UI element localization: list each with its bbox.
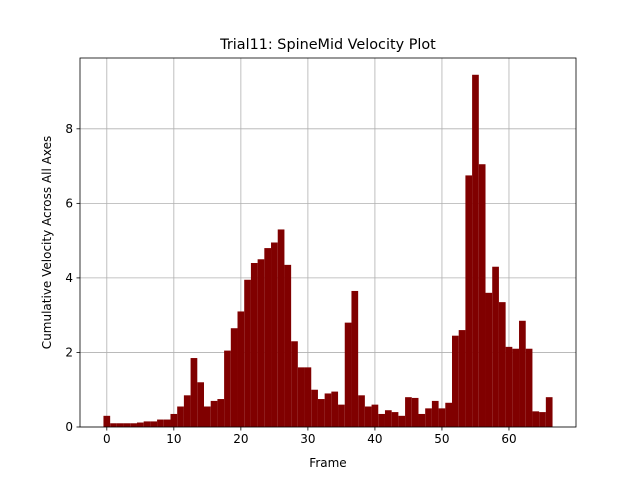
bar-frame-31: [311, 389, 318, 427]
x-tick-label: 20: [233, 432, 248, 446]
bar-frame-32: [317, 399, 325, 427]
bar-frame-29: [297, 367, 305, 427]
bar-frame-55: [472, 74, 479, 427]
bar-frame-11: [177, 406, 184, 427]
bar-frame-20: [237, 311, 245, 427]
bar-frame-47: [418, 413, 426, 427]
y-tick-label: 6: [65, 196, 73, 210]
bar-frame-60: [505, 346, 513, 427]
y-tick-label: 2: [65, 345, 73, 359]
bar-frame-57: [485, 292, 493, 427]
bar-frame-59: [498, 302, 506, 427]
bar-frame-41: [378, 413, 385, 427]
bar-frame-44: [398, 415, 406, 427]
bar-frame-62: [519, 320, 526, 427]
bar-frame-1: [110, 423, 117, 427]
bar-frame-10: [170, 413, 178, 427]
bar-frame-65: [539, 412, 546, 427]
x-axis-label: Frame: [309, 456, 346, 470]
x-tick-label: 0: [103, 432, 111, 446]
bar-frame-4: [130, 423, 137, 427]
bar-frame-56: [478, 164, 486, 427]
bar-frame-3: [123, 423, 131, 427]
bar-frame-42: [384, 410, 392, 427]
bar-frame-5: [136, 422, 144, 427]
bar-frame-14: [197, 382, 204, 427]
bar-frame-24: [264, 248, 272, 427]
bar-frame-46: [411, 397, 419, 427]
axis-ticks: 0 10 20 30 40 50 60 0 2 4 6 8: [65, 122, 516, 446]
bar-frame-45: [405, 397, 412, 427]
bar-frame-48: [425, 408, 432, 427]
bar-frame-0: [103, 415, 111, 427]
bar-frame-36: [344, 322, 352, 427]
bar-frame-34: [331, 391, 339, 427]
y-tick-label: 4: [65, 271, 73, 285]
y-axis-label: Cumulative Velocity Across All Axes: [40, 136, 54, 349]
bar-frame-18: [224, 350, 231, 427]
chart-title: Trial11: SpineMid Velocity Plot: [219, 37, 436, 53]
bar-frame-2: [116, 423, 124, 427]
bar-frame-16: [210, 400, 218, 427]
bar-frame-54: [465, 175, 473, 427]
x-tick-label: 10: [166, 432, 181, 446]
bar-frame-21: [244, 279, 251, 427]
bar-frame-28: [291, 341, 298, 427]
x-tick-label: 60: [501, 432, 516, 446]
bar-frame-66: [545, 397, 553, 427]
bar-frame-51: [445, 402, 452, 427]
bar-frame-58: [492, 266, 499, 427]
bar-frame-64: [532, 411, 540, 427]
bar-frame-40: [371, 404, 379, 427]
bar-frame-53: [458, 330, 466, 427]
bar-frame-26: [277, 229, 285, 427]
bar-frame-27: [284, 264, 292, 427]
bar-frame-39: [364, 406, 372, 427]
bars: [103, 74, 553, 427]
y-tick-label: 0: [65, 420, 73, 434]
y-tick-label: 8: [65, 122, 73, 136]
bar-frame-23: [257, 259, 265, 427]
bar-frame-52: [452, 335, 459, 427]
bar-frame-33: [324, 393, 332, 427]
x-tick-label: 30: [300, 432, 315, 446]
bar-frame-6: [143, 421, 151, 427]
bar-frame-61: [512, 348, 520, 427]
bar-frame-43: [391, 412, 399, 427]
bar-frame-19: [230, 328, 238, 427]
bar-frame-38: [358, 395, 365, 427]
bar-frame-8: [157, 419, 164, 427]
bar-frame-13: [190, 358, 198, 427]
bar-frame-50: [438, 408, 446, 427]
plot-frame: [79, 57, 577, 428]
bar-frame-12: [183, 395, 191, 427]
bar-frame-15: [204, 406, 211, 427]
bar-frame-30: [304, 367, 312, 427]
bar-frame-25: [271, 242, 278, 427]
bar-frame-37: [351, 290, 359, 427]
bar-frame-35: [338, 404, 345, 427]
x-tick-label: 50: [434, 432, 449, 446]
bar-frame-63: [525, 348, 533, 427]
bar-frame-22: [250, 263, 258, 427]
bar-frame-49: [431, 400, 439, 427]
x-tick-label: 40: [367, 432, 382, 446]
bar-frame-7: [150, 421, 158, 427]
bar-frame-9: [163, 419, 171, 427]
bar-frame-17: [217, 399, 225, 427]
